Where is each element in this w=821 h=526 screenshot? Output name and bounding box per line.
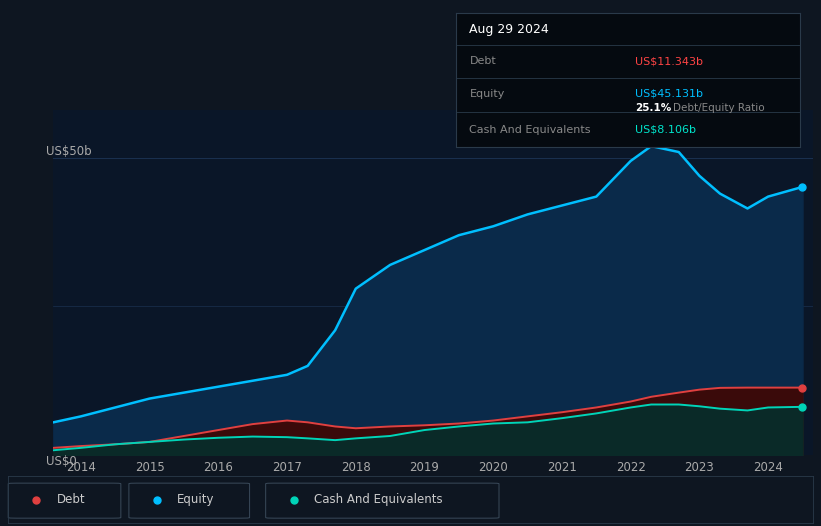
Text: Cash And Equivalents: Cash And Equivalents xyxy=(470,125,591,135)
Text: US$45.131b: US$45.131b xyxy=(635,88,703,99)
Text: US$8.106b: US$8.106b xyxy=(635,125,696,135)
FancyBboxPatch shape xyxy=(129,483,250,518)
Text: Debt: Debt xyxy=(57,493,85,506)
Text: Aug 29 2024: Aug 29 2024 xyxy=(470,23,549,36)
Text: Cash And Equivalents: Cash And Equivalents xyxy=(314,493,443,506)
Text: 25.1%: 25.1% xyxy=(635,104,672,114)
Text: US$0: US$0 xyxy=(46,455,76,468)
FancyBboxPatch shape xyxy=(8,483,121,518)
Text: Debt/Equity Ratio: Debt/Equity Ratio xyxy=(673,104,764,114)
Text: Equity: Equity xyxy=(177,493,214,506)
Text: Debt: Debt xyxy=(470,56,496,66)
Text: Equity: Equity xyxy=(470,88,505,99)
Text: US$11.343b: US$11.343b xyxy=(635,56,703,66)
FancyBboxPatch shape xyxy=(266,483,499,518)
Text: US$50b: US$50b xyxy=(46,145,91,158)
